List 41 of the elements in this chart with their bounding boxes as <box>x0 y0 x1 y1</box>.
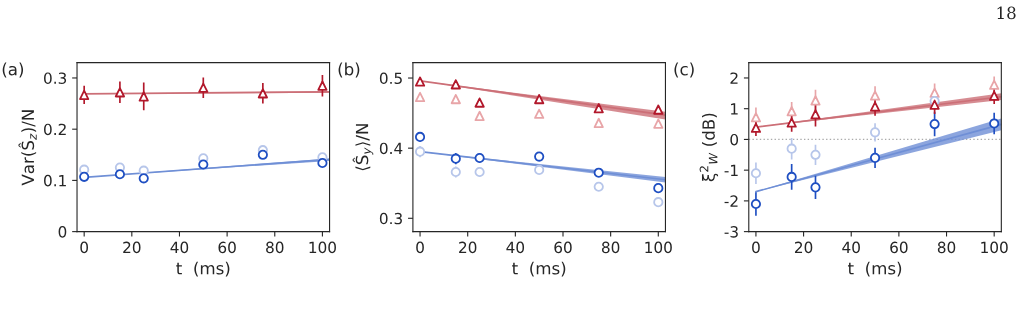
y-tick-label: 0.2 <box>44 123 66 136</box>
x-tick-label: 80 <box>266 241 284 254</box>
x-tick-label: 0 <box>752 241 760 254</box>
x-tick-label: 0 <box>80 241 89 254</box>
x-tick-label: 20 <box>459 241 477 254</box>
x-axis-title: t (ms) <box>847 261 902 277</box>
x-tick-label: 40 <box>506 241 525 254</box>
y-tick-label: 0.4 <box>379 142 403 155</box>
y-tick-label: -1 <box>724 164 738 176</box>
chart-title: (a) <box>2 62 24 78</box>
y-tick-label: 2 <box>730 72 738 84</box>
chart-title: (b) <box>338 62 360 78</box>
y-tick-label: 0.5 <box>379 72 402 85</box>
x-axis-title: t (ms) <box>512 261 566 277</box>
x-tick-label: 20 <box>123 241 141 254</box>
x-tick-label: 80 <box>601 241 620 254</box>
x-tick-label: 100 <box>645 241 672 254</box>
x-tick-label: 80 <box>937 241 956 254</box>
y-tick-label: 0 <box>730 133 739 146</box>
y-tick-label: 0.1 <box>44 174 66 187</box>
x-tick-label: 20 <box>794 241 813 254</box>
y-axis-title: ξ$^{2}$$_{W}$ (dB) <box>699 113 719 182</box>
x-tick-label: 40 <box>170 241 189 254</box>
x-tick-label: 100 <box>981 241 1008 254</box>
x-tick-label: 0 <box>416 241 424 254</box>
y-tick-label: 0.3 <box>379 212 402 225</box>
chart-title: (c) <box>674 62 694 78</box>
x-tick-label: 100 <box>309 241 336 254</box>
x-axis-title: t (ms) <box>176 261 230 277</box>
y-tick-label: 0 <box>58 226 67 238</box>
x-tick-label: 60 <box>218 241 236 254</box>
x-tick-label: 60 <box>554 241 572 254</box>
x-tick-label: 40 <box>842 241 860 254</box>
y-tick-label: -3 <box>724 226 738 238</box>
y-tick-label: 0.3 <box>44 72 67 84</box>
x-tick-label: 60 <box>890 241 908 254</box>
text: 18 <box>997 6 1016 20</box>
y-tick-label: 1 <box>731 103 738 115</box>
y-axis-title: ⟨Ŝ$_{y}$⟩/N <box>352 124 374 171</box>
y-tick-label: -2 <box>724 195 738 207</box>
y-axis-title: Var(Ŝ$_{z}$)/N <box>18 110 37 186</box>
